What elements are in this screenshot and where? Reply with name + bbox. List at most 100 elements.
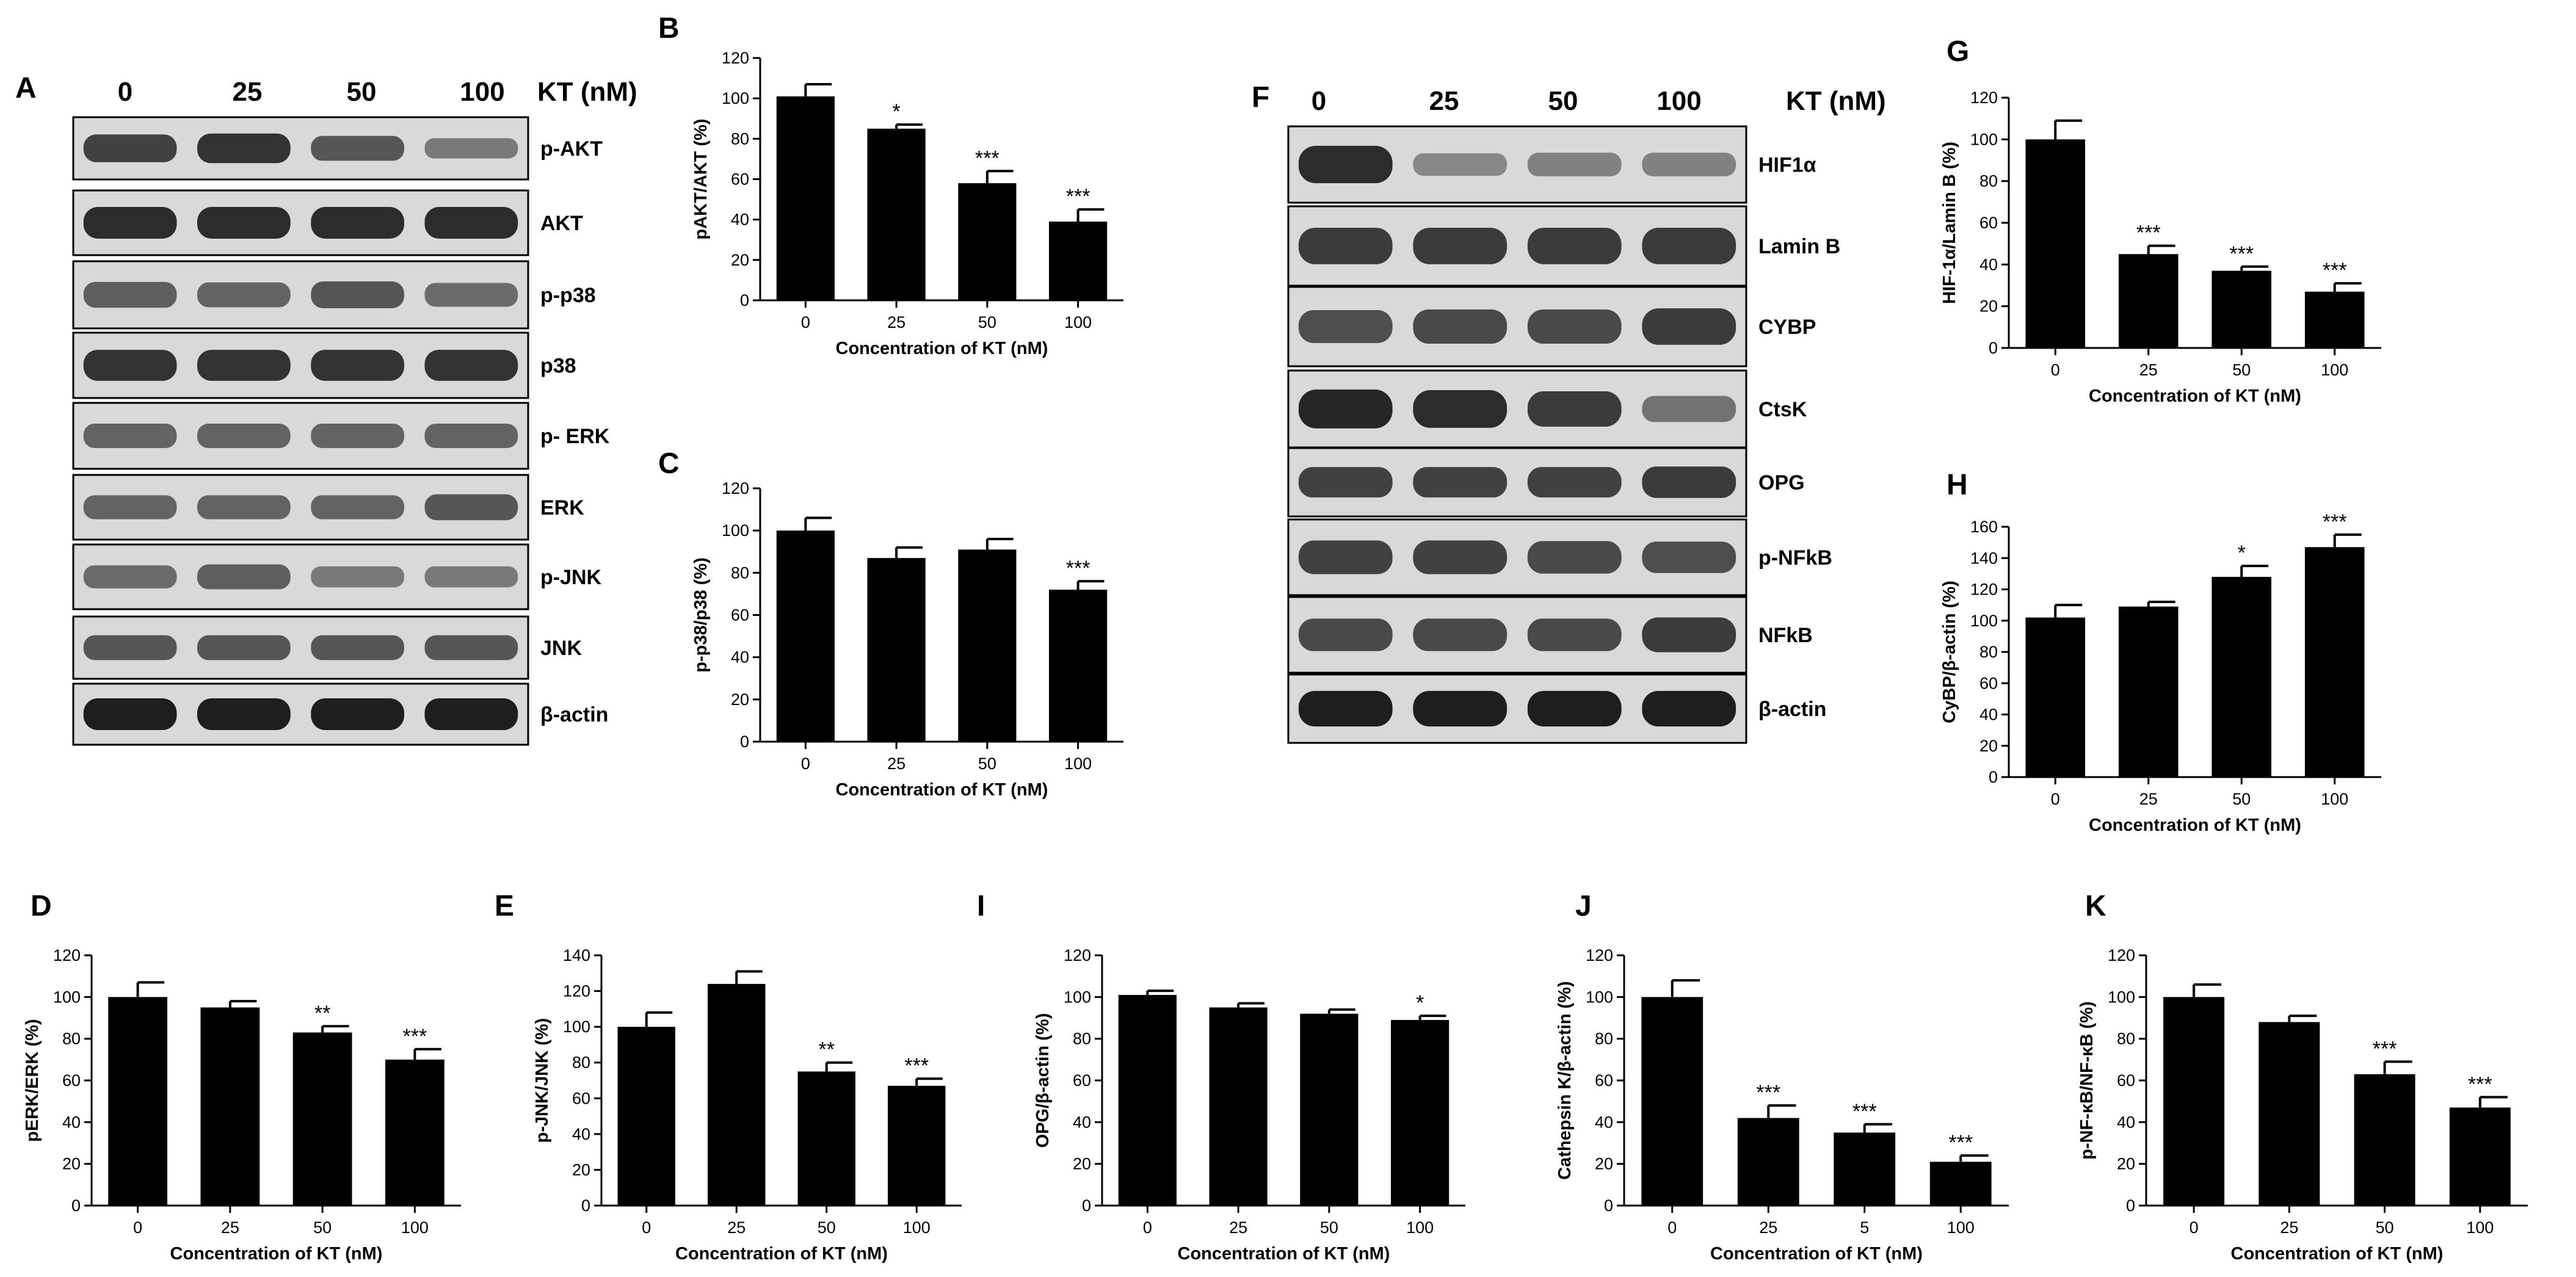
y-tick-label: 100 [1586, 988, 1613, 1006]
bar-chart-k: K 0 20 40 60 80 100 120 0 25 50 *** 100 *** Concentrat… [2077, 890, 2528, 1264]
y-tick-label: 20 [1073, 1155, 1091, 1173]
blot-row: p38 [72, 331, 576, 399]
lane-concentration-label: 0 [1312, 86, 1326, 116]
protein-band [424, 698, 518, 730]
panel-letter: C [658, 447, 680, 480]
x-tick-label: 25 [887, 754, 905, 773]
y-tick-label: 60 [572, 1089, 590, 1107]
blot-row-label: p-p38 [540, 284, 596, 307]
protein-band [1527, 541, 1622, 574]
x-axis-title: Concentration of KT (nM) [2231, 1244, 2444, 1264]
y-tick-label: 60 [731, 606, 749, 624]
significance-marker: *** [2323, 510, 2347, 534]
bar [867, 558, 926, 742]
significance-marker: *** [1948, 1131, 1973, 1154]
bar [708, 983, 766, 1206]
bar [1209, 1007, 1268, 1206]
blot-row: NFkB [1287, 596, 1813, 674]
protein-band [424, 635, 518, 660]
protein-band [197, 282, 291, 308]
lane-concentration-label: 0 [118, 77, 132, 107]
y-tick-label: 100 [1064, 988, 1091, 1006]
protein-band [83, 565, 177, 588]
y-axis-title: OPG/β-actin (%) [1033, 1013, 1053, 1148]
significance-marker: *** [1852, 1100, 1877, 1123]
protein-band [1413, 618, 1508, 651]
protein-band [197, 495, 291, 519]
y-tick-label: 20 [731, 251, 749, 269]
bar [2118, 254, 2179, 348]
x-tick-label: 25 [1229, 1218, 1247, 1237]
y-tick-label: 160 [1970, 518, 1998, 536]
y-tick-label: 120 [1970, 581, 1998, 599]
protein-band [1527, 228, 1622, 264]
blot-row: p-AKT [72, 116, 603, 181]
blot-row-label: p-AKT [540, 137, 603, 161]
panel-letter: I [977, 890, 985, 922]
bar-chart-g: G 0 20 40 60 80 100 120 0 25 *** 50 *** 100 *** Concent… [1940, 35, 2381, 406]
bar [867, 128, 926, 300]
y-tick-label: 40 [1073, 1113, 1091, 1131]
protein-band [197, 698, 291, 730]
bar [1834, 1132, 1896, 1206]
panel-letter: F [1252, 81, 1269, 114]
y-axis-title: CyBP/β-actin (%) [1940, 581, 1959, 723]
protein-band [311, 566, 404, 588]
x-tick-label: 100 [2466, 1218, 2494, 1237]
y-tick-label: 120 [1064, 946, 1091, 964]
x-tick-label: 50 [313, 1218, 332, 1237]
y-tick-label: 20 [1595, 1155, 1613, 1173]
protein-band [1527, 618, 1622, 651]
protein-band [311, 635, 404, 660]
protein-band [1298, 618, 1393, 651]
x-axis-title: Concentration of KT (nM) [1178, 1244, 1390, 1264]
protein-band [311, 281, 404, 308]
y-tick-label: 40 [1979, 255, 1998, 273]
protein-band [1642, 617, 1736, 653]
bar-chart-c: C 0 20 40 60 80 100 120 0 25 50 100 *** Concentration… [658, 447, 1123, 800]
protein-band [424, 424, 518, 448]
protein-band [424, 350, 518, 381]
protein-band [83, 698, 177, 730]
y-axis-title: pERK/ERK (%) [23, 1019, 42, 1141]
bar [108, 997, 168, 1206]
y-tick-label: 0 [740, 291, 749, 309]
x-tick-label: 0 [1667, 1218, 1677, 1237]
x-tick-label: 0 [2051, 361, 2060, 379]
significance-marker: ** [314, 1002, 330, 1025]
y-tick-label: 40 [731, 211, 749, 229]
protein-band [424, 283, 518, 307]
bar [2025, 617, 2086, 777]
protein-band [197, 350, 291, 381]
bar-chart-d: D 0 20 40 60 80 100 120 0 25 50 ** 100 *** Concentrati… [23, 890, 461, 1264]
protein-band [1642, 690, 1736, 727]
y-tick-label: 100 [1970, 130, 1998, 148]
y-tick-label: 20 [62, 1155, 81, 1173]
significance-marker: *** [1066, 557, 1090, 580]
blot-row-label: p- ERK [540, 425, 610, 448]
blot-row-label: p38 [540, 355, 576, 378]
lane-concentration-label: 100 [460, 77, 504, 107]
protein-band [197, 207, 291, 239]
panel-letter: G [1947, 35, 1969, 68]
y-tick-label: 80 [1595, 1030, 1613, 1048]
x-tick-label: 100 [1064, 313, 1092, 331]
protein-band [1413, 540, 1508, 574]
x-tick-label: 25 [2139, 790, 2158, 808]
protein-band [311, 350, 404, 381]
protein-band [1642, 396, 1736, 422]
y-tick-label: 120 [563, 982, 590, 1000]
y-tick-label: 20 [2117, 1155, 2135, 1173]
protein-band [1642, 541, 1736, 573]
protein-band [424, 138, 518, 159]
protein-band [197, 564, 291, 590]
y-tick-label: 20 [572, 1160, 590, 1179]
protein-band [83, 350, 177, 381]
y-tick-label: 60 [731, 170, 749, 189]
blot-row-label: OPG [1758, 471, 1805, 494]
x-tick-label: 0 [801, 313, 810, 331]
bar [958, 183, 1017, 300]
x-tick-label: 100 [1947, 1218, 1975, 1237]
blot-row: JNK [72, 615, 582, 680]
y-tick-label: 120 [2108, 946, 2135, 964]
